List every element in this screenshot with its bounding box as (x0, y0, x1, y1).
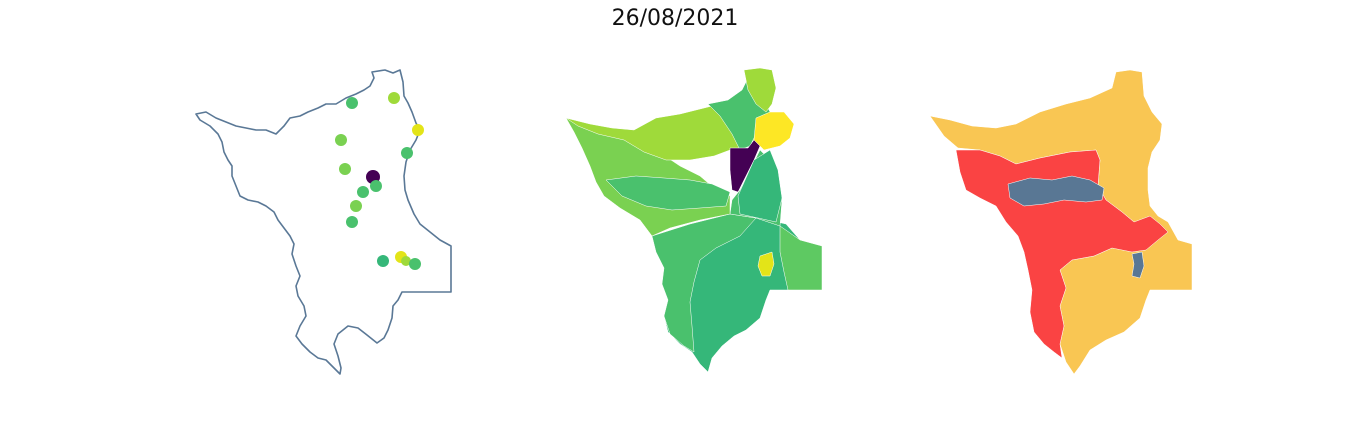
region (779, 225, 823, 291)
station-point (401, 256, 411, 266)
region (729, 139, 761, 193)
region (753, 111, 795, 151)
region (1007, 175, 1105, 207)
station-point (377, 255, 389, 267)
region-outline (195, 69, 452, 375)
panel-station-points (195, 69, 452, 375)
station-point (346, 216, 358, 228)
region (743, 67, 777, 113)
station-point (346, 97, 358, 109)
panel-choropleth-categorical (929, 69, 1193, 375)
region (955, 149, 1169, 359)
region (757, 251, 775, 277)
region (605, 175, 731, 211)
station-point (350, 200, 362, 212)
station-point (357, 186, 369, 198)
station-markers (335, 92, 424, 270)
station-point (370, 180, 382, 192)
station-point (409, 258, 421, 270)
station-point (412, 124, 424, 136)
panel-choropleth-viridis (565, 67, 823, 373)
station-point (335, 134, 347, 146)
region (1131, 251, 1145, 279)
station-point (388, 92, 400, 104)
station-point (339, 163, 351, 175)
figure-title: 26/08/2021 (611, 6, 739, 31)
region (737, 149, 783, 223)
station-point (401, 147, 413, 159)
